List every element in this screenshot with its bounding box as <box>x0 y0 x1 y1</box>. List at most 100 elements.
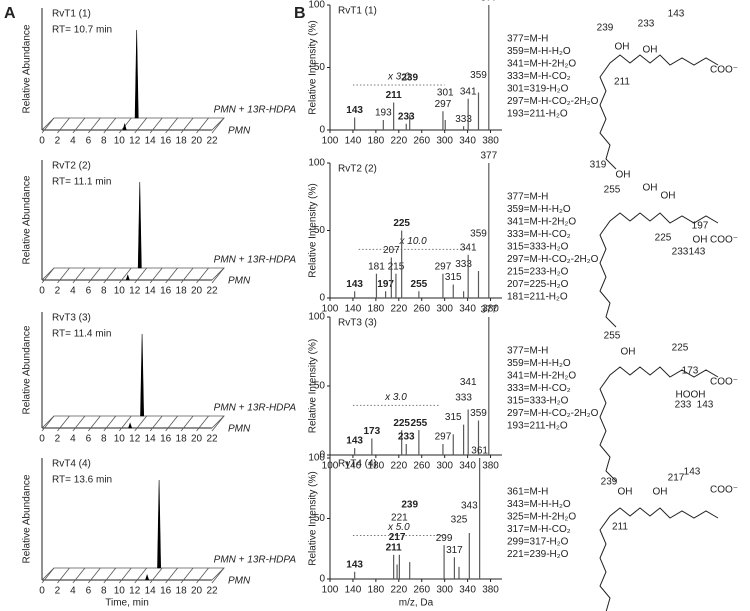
x-tick <box>180 567 194 584</box>
structure-label: OH <box>653 487 668 498</box>
fragment-assignment: 377=M-H <box>507 34 548 45</box>
x-tick-label: 260 <box>413 585 430 596</box>
peak <box>125 274 130 281</box>
structure-label: 255 <box>604 331 621 342</box>
structure: 239 233 143 OH OH 211 COO⁻ 319 OH <box>590 9 738 181</box>
fragment-assignment: 325=M-H-2H₂O <box>507 512 576 523</box>
structure-label: 217 <box>668 473 685 484</box>
x-tick-label: 14 <box>145 434 157 445</box>
peak-label: 333 <box>455 259 472 270</box>
structure-label: OH <box>618 487 633 498</box>
x-tick-label: 22 <box>206 586 218 597</box>
structure-label: 143 <box>697 400 714 411</box>
x-tick <box>134 567 148 584</box>
structure-label: 233 <box>672 247 689 258</box>
peak-label: 297 <box>435 432 452 443</box>
x-tick <box>149 117 163 134</box>
x-tick-label: 300 <box>436 304 453 315</box>
fragment-assignment: 359=M-H-H₂O <box>507 204 571 215</box>
y-tick-label: 50 <box>314 381 326 392</box>
chart-title: RvT3 (3) <box>338 318 377 329</box>
x-tick <box>134 117 148 134</box>
x-tick-label: 10 <box>114 286 126 297</box>
peak-label: 297 <box>435 99 452 110</box>
chart-title: RvT4 (4) <box>338 459 377 470</box>
peak-label: 333 <box>455 392 472 403</box>
fragment-assignment: 193=211-H₂O <box>507 109 568 120</box>
peak-label: 207 <box>383 245 400 256</box>
peak-label: 193 <box>375 108 392 119</box>
fragment-assignment: 343=M-H-H₂O <box>507 499 571 510</box>
structure-label: COO⁻ <box>710 485 738 496</box>
x-tick-label: 2 <box>55 286 61 297</box>
x-tick-label: 8 <box>101 434 107 445</box>
x-tick-label: 18 <box>176 136 188 147</box>
series-label: PMN <box>228 276 251 287</box>
x-tick-label: 18 <box>176 434 188 445</box>
y-tick-label: 100 <box>308 453 325 464</box>
series-label: PMN + 13R-HDPA <box>214 555 297 566</box>
floor <box>41 567 225 581</box>
x-tick-label: 300 <box>436 585 453 596</box>
y-axis-label: Relative Abundance <box>22 474 33 563</box>
structure-label: 197 <box>692 221 709 232</box>
peak-label: 255 <box>411 418 428 429</box>
x-tick-label: 4 <box>70 136 76 147</box>
x-tick <box>196 267 209 284</box>
peak-label: 143 <box>346 279 363 290</box>
x-tick <box>196 567 209 584</box>
peak-label: 341 <box>460 242 477 253</box>
x-tick <box>118 415 132 432</box>
structure-label: OH <box>616 170 631 181</box>
fragment-assignment: 341=M-H-2H₂O <box>507 217 576 228</box>
x-tick-label: 12 <box>129 286 141 297</box>
structure-label: OH <box>691 390 706 401</box>
structure-label: 173 <box>682 366 699 377</box>
x-tick-label: 22 <box>206 286 218 297</box>
x-tick <box>57 117 70 134</box>
x-tick-label: 16 <box>160 586 172 597</box>
fragment-assignment: 317=M-H-CO₂ <box>507 524 571 535</box>
scale-note: x 10.0 <box>399 236 428 247</box>
x-tick-label: 260 <box>413 461 430 472</box>
peak-label: 239 <box>401 73 418 84</box>
x-tick <box>196 117 209 134</box>
x-tick-label: 100 <box>322 585 339 596</box>
x-tick-label: 14 <box>145 286 157 297</box>
x-tick <box>149 415 163 432</box>
peak-label: 377 <box>480 0 497 4</box>
fragment-assignment: 221=239-H₂O <box>507 549 569 560</box>
series-label: PMN <box>228 424 251 435</box>
x-tick <box>72 415 86 432</box>
panel-label: B <box>294 5 306 22</box>
x-tick-label: 12 <box>129 586 141 597</box>
x-tick <box>88 415 101 432</box>
y-tick-label: 50 <box>314 513 326 524</box>
fragment-assignment: 333=M-H-CO₂ <box>507 229 571 240</box>
x-tick-label: 18 <box>176 586 188 597</box>
structure-label: 211 <box>614 77 630 88</box>
y-axis-label: Relative Intensity (%) <box>308 339 319 433</box>
x-tick-label: 14 <box>145 586 157 597</box>
x-tick <box>41 267 55 284</box>
x-tick <box>211 117 225 134</box>
structure-label: COO⁻ <box>710 377 738 388</box>
peak-label: 325 <box>451 515 468 526</box>
peak-label: 211 <box>386 542 403 553</box>
scale-note: x 3.0 <box>384 392 407 403</box>
x-tick-label: 140 <box>345 585 362 596</box>
x-tick-label: 20 <box>191 286 203 297</box>
y-tick-label: 100 <box>308 312 325 323</box>
structure-label: COO⁻ <box>710 235 738 246</box>
fragment-assignment: 297=M-H-CO₂-2H₂O <box>507 96 599 107</box>
x-tick-label: 260 <box>413 304 430 315</box>
x-tick-label: 16 <box>160 434 172 445</box>
floor <box>41 117 225 131</box>
x-tick-label: 8 <box>101 286 107 297</box>
fragment-assignment: 333=M-H-CO₂ <box>507 383 571 394</box>
x-tick-label: 220 <box>390 585 407 596</box>
x-tick-label: 8 <box>101 136 107 147</box>
fragment-assignment: 297=M-H-CO₂-2H₂O <box>507 254 599 265</box>
y-axis-label: Relative Abundance <box>22 24 33 113</box>
